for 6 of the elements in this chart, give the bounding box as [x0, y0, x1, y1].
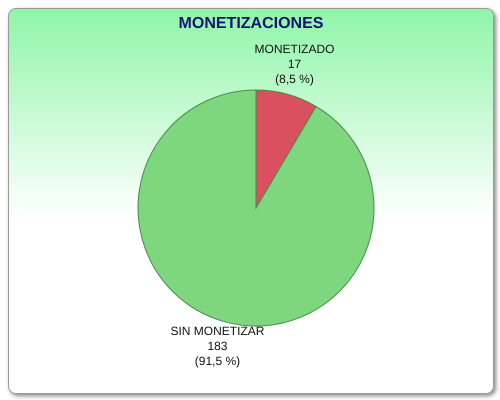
slice-label: SIN MONETIZAR [170, 324, 265, 338]
chart-title: MONETIZACIONES [178, 14, 324, 33]
data-label: 183 (91,5 %) [194, 338, 240, 368]
pie-slice [138, 90, 374, 326]
data-label: 17 (8,5 %) [275, 57, 314, 86]
slice-label: MONETIZADO [254, 42, 335, 56]
